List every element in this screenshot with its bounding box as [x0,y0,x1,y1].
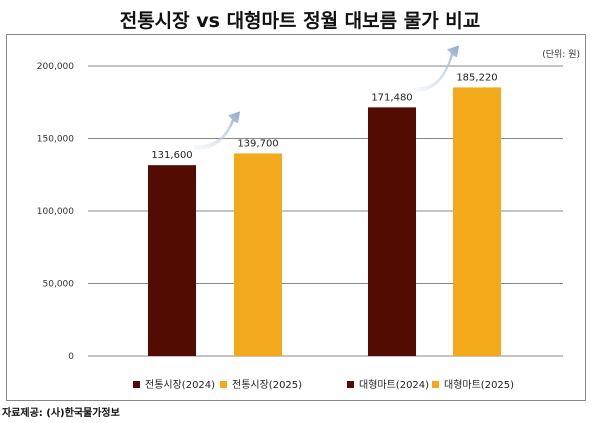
chart-title: 전통시장 vs 대형마트 정월 대보름 물가 비교 [119,10,481,32]
legend-label: 대형마트(2025) [444,379,514,391]
unit-label: (단위: 원) [542,50,580,60]
y-tick-label: 50,000 [43,280,75,290]
y-tick-label: 150,000 [37,135,74,145]
legend-swatch [133,381,140,388]
legend-swatch [432,381,439,388]
data-label: 139,700 [237,138,278,149]
chart-frame [6,34,586,401]
data-label: 171,480 [371,92,412,103]
bar [234,153,282,356]
data-label: 131,600 [151,150,192,161]
trend-arrow-icon [414,45,459,92]
legend-swatch [220,381,227,388]
legend-swatch [347,381,354,388]
bar [368,107,416,356]
bar [148,165,196,356]
legend-label: 전통시장(2024) [145,379,215,391]
source-note: 자료제공: (사)한국물가정보 [2,408,120,419]
y-tick-label: 200,000 [37,62,74,72]
y-tick-label: 0 [68,352,74,362]
data-label: 185,220 [456,72,497,83]
y-tick-label: 100,000 [37,207,74,217]
legend-label: 전통시장(2025) [232,379,302,391]
bar [453,87,501,356]
legend-label: 대형마트(2024) [359,379,429,391]
trend-arrow-icon [194,111,240,150]
